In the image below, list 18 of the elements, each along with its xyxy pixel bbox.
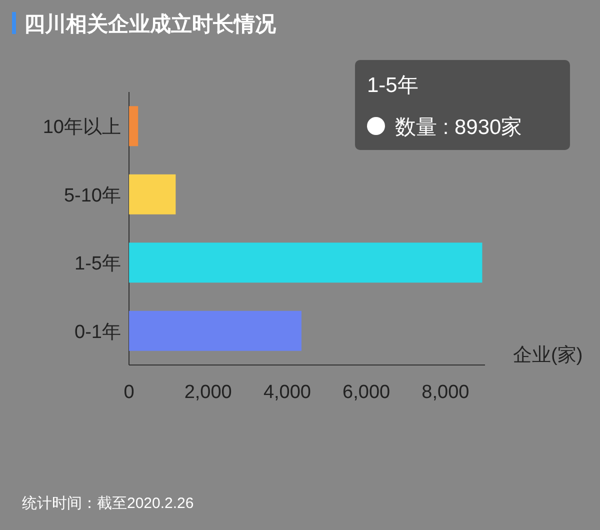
x-tick-label: 8,000 bbox=[422, 382, 470, 403]
x-tick-label: 0 bbox=[124, 382, 134, 403]
x-axis-title: 企业(家) bbox=[513, 344, 583, 366]
x-tick-label: 2,000 bbox=[184, 382, 232, 403]
bar bbox=[129, 310, 302, 351]
chart-title: 四川相关企业成立时长情况 bbox=[24, 12, 277, 36]
text: 统计时间：截至2020.2.26 bbox=[22, 495, 194, 512]
bar bbox=[129, 242, 482, 283]
annotation: 数量 : 8930家 bbox=[395, 116, 522, 139]
annotation: 1-5年 bbox=[367, 74, 418, 97]
x-tick-label: 4,000 bbox=[263, 382, 311, 403]
y-tick-label: 0-1年 bbox=[74, 322, 121, 343]
y-tick-label: 5-10年 bbox=[64, 185, 121, 206]
y-tick-label: 1-5年 bbox=[74, 254, 121, 275]
bar bbox=[129, 106, 138, 146]
x-tick-label: 6,000 bbox=[342, 382, 390, 403]
y-tick-label: 10年以上 bbox=[42, 117, 121, 138]
bar bbox=[129, 174, 176, 214]
